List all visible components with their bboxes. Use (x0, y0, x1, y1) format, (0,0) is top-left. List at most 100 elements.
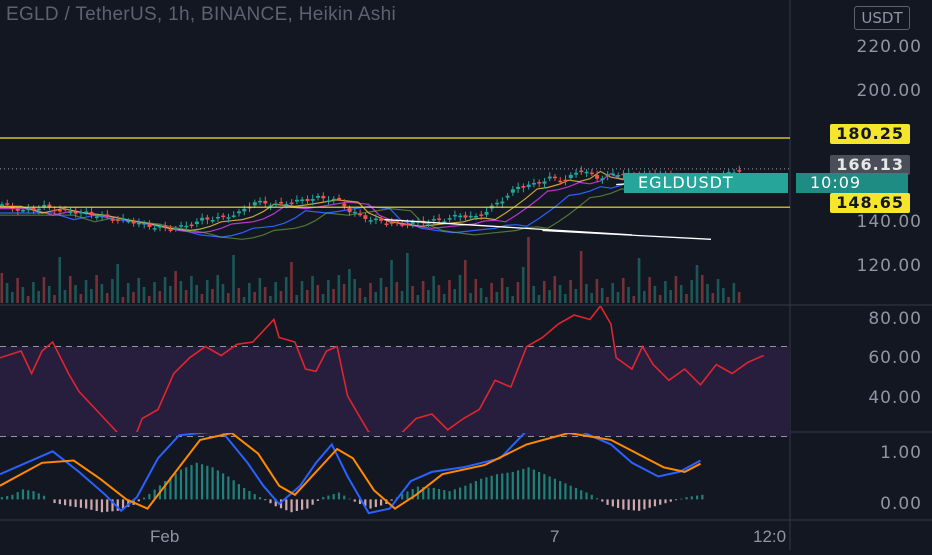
x-tick-feb: Feb (150, 527, 180, 546)
candle-body (479, 214, 484, 216)
candle-body (484, 211, 489, 215)
macd-tick: 1.00 (880, 443, 922, 463)
candle-body (68, 211, 73, 214)
candle-body (542, 181, 547, 184)
candle-body (463, 215, 468, 218)
volume-bar (448, 280, 451, 303)
candle-body (258, 200, 263, 203)
candle-body (458, 215, 463, 218)
candle-body (574, 172, 579, 175)
volume-bar (300, 281, 304, 303)
volume-bar (84, 280, 88, 303)
macd-histogram-bar (264, 499, 267, 501)
candle-body (226, 217, 231, 219)
macd-histogram-bar (490, 475, 493, 500)
volume-bar (353, 279, 356, 303)
macd-histogram-bar (548, 476, 551, 500)
countdown-badge: 10:09 (796, 173, 908, 193)
macd-histogram-bar (580, 490, 583, 500)
candle-body (373, 218, 378, 221)
macd-histogram-bar (643, 499, 646, 510)
macd-histogram-bar (648, 499, 651, 508)
volume-bar (643, 291, 646, 303)
macd-histogram-bar (164, 481, 167, 500)
volume-bar (142, 287, 146, 303)
volume-bar (611, 283, 615, 303)
candle-body (405, 223, 410, 226)
candle-body (442, 221, 447, 223)
macd-histogram-bar (390, 499, 393, 501)
volume-bar (274, 282, 277, 303)
candle-body (389, 222, 394, 224)
volume-bar (553, 276, 557, 303)
macd-histogram-bar (564, 483, 567, 500)
macd-histogram-bar (522, 468, 525, 500)
volume-bar (58, 257, 62, 303)
volume-bar (205, 280, 209, 303)
macd-histogram-bar (411, 489, 414, 500)
candle-body (595, 175, 600, 179)
macd-histogram-bar (116, 499, 119, 511)
currency-button[interactable]: USDT (854, 6, 910, 30)
macd-histogram-bar (195, 462, 198, 500)
macd-histogram-bar (501, 473, 504, 500)
macd-histogram-bar (337, 492, 341, 500)
volume-bar (137, 278, 141, 303)
volume-bar (627, 287, 630, 303)
volume-bar (242, 297, 246, 303)
macd-histogram-bar (369, 499, 372, 509)
macd-histogram-bar (653, 499, 657, 507)
volume-bar (284, 277, 288, 303)
candle-body (57, 209, 62, 212)
chart-title: EGLD / TetherUS, 1h, BINANCE, Heikin Ash… (6, 4, 396, 25)
macd-histogram-bar (343, 495, 346, 500)
macd-histogram-bar (638, 499, 641, 511)
macd-histogram-bar (696, 495, 699, 500)
candle-body (410, 221, 415, 224)
macd-histogram-bar (606, 499, 609, 505)
candle-body (142, 223, 147, 225)
macd-histogram-bar (527, 467, 530, 500)
macd-histogram-bar (100, 499, 104, 513)
candle-body (437, 218, 442, 220)
volume-bar (37, 291, 40, 303)
candle-body (105, 214, 110, 217)
volume-bar (26, 296, 30, 303)
candle-body (600, 178, 605, 180)
volume-bar (463, 260, 467, 303)
macd-histogram-bar (106, 499, 109, 512)
candle-body (321, 195, 326, 199)
volume-bar (111, 279, 114, 303)
volume-bar (221, 284, 225, 303)
macd-histogram-bar (258, 497, 262, 500)
candle-body (563, 179, 568, 182)
macd-histogram-bar (538, 471, 541, 500)
candle-body (294, 199, 299, 202)
macd-histogram-bar (222, 473, 225, 500)
candle-body (358, 213, 363, 216)
volume-bar (374, 292, 378, 303)
x-tick-7: 7 (550, 527, 560, 546)
macd-histogram-bar (585, 492, 588, 500)
candle-body (210, 220, 215, 222)
volume-bar (585, 284, 588, 303)
volume-bar (411, 286, 414, 303)
macd-histogram-bar (185, 467, 188, 500)
volume-bar (516, 282, 520, 303)
macd-line (0, 433, 701, 515)
upper-level-label: 180.25 (830, 124, 910, 144)
candle-body (468, 215, 473, 218)
macd-histogram-bar (617, 499, 620, 508)
macd-histogram-bar (58, 499, 61, 505)
volume-bar (479, 288, 483, 303)
volume-bar (632, 296, 636, 303)
candle-body (31, 207, 36, 210)
candle-body (79, 211, 83, 214)
volume-bar (0, 273, 4, 303)
macd-histogram-bar (301, 499, 304, 510)
macd-histogram-bar (143, 497, 146, 500)
macd-histogram-bar (480, 478, 483, 500)
macd-histogram-bar (279, 499, 283, 509)
